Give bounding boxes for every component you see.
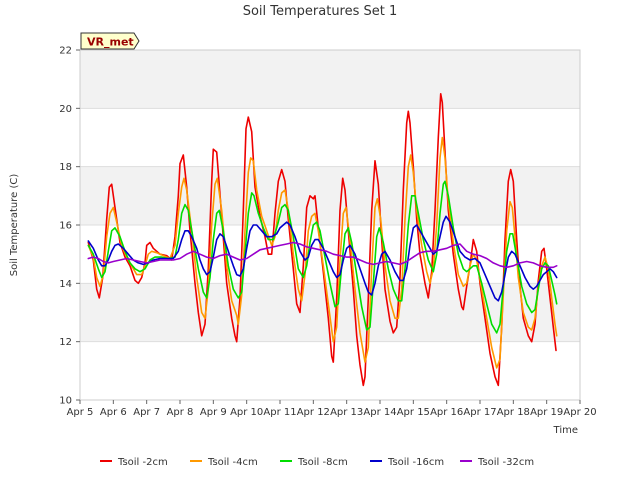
x-axis-label: Time (553, 425, 578, 436)
y-tick-label: 18 (59, 162, 72, 173)
x-tick-label: Apr 11 (263, 407, 296, 418)
x-tick-label: Apr 6 (100, 407, 127, 418)
x-tick-label: Apr 9 (200, 407, 227, 418)
background-band (80, 50, 580, 109)
series-lines (87, 93, 558, 387)
legend: Tsoil -2cm Tsoil -4cm Tsoil -8cm Tsoil -16c… (100, 457, 534, 468)
background-band (80, 341, 580, 400)
x-tick-label: Apr 5 (67, 407, 94, 418)
x-tick-label: Apr 19 (530, 407, 563, 418)
x-tick-label: Apr 20 (563, 407, 596, 418)
x-tick-label: Apr 17 (463, 407, 496, 418)
station-badge-shape (80, 32, 140, 50)
x-tick-label: Apr 13 (330, 407, 363, 418)
x-tick-label: Apr 8 (167, 407, 194, 418)
x-tick-label: Apr 12 (297, 407, 330, 418)
y-tick-label: 20 (59, 104, 72, 115)
legend-label: Tsoil -2cm (117, 457, 168, 468)
x-axis-ticks: Apr 5 Apr 6 Apr 7 Apr 8 Apr 9 Apr 10 Apr 11 Apr… (67, 400, 597, 418)
x-tick-label: Apr 7 (133, 407, 160, 418)
y-tick-label: 16 (59, 221, 72, 232)
station-badge: VR_met (80, 32, 140, 50)
legend-label: Tsoil -8cm (297, 457, 348, 468)
y-tick-label: 14 (59, 279, 72, 290)
series-line (87, 136, 558, 369)
y-axis-label: Soil Temperature (C) (9, 174, 20, 277)
background-band (80, 166, 580, 225)
y-axis-ticks: 10 12 14 16 18 20 22 (59, 46, 80, 407)
background-bands (80, 50, 580, 400)
series-line (87, 241, 558, 269)
background-band (80, 108, 580, 167)
series-line (87, 180, 558, 334)
chart-title: Soil Temperatures Set 1 (243, 4, 398, 19)
x-tick-label: Apr 10 (230, 407, 263, 418)
y-tick-label: 22 (59, 46, 72, 57)
y-tick-label: 12 (59, 337, 72, 348)
y-tick-label: 10 (59, 396, 72, 407)
legend-label: Tsoil -32cm (477, 457, 534, 468)
x-tick-label: Apr 16 (430, 407, 463, 418)
legend-label: Tsoil -16cm (387, 457, 444, 468)
station-badge-label: VR_met (87, 36, 134, 49)
x-tick-label: Apr 18 (497, 407, 530, 418)
series-line (87, 215, 558, 302)
legend-label: Tsoil -4cm (207, 457, 258, 468)
x-tick-label: Apr 14 (363, 407, 396, 418)
x-tick-label: Apr 15 (397, 407, 430, 418)
